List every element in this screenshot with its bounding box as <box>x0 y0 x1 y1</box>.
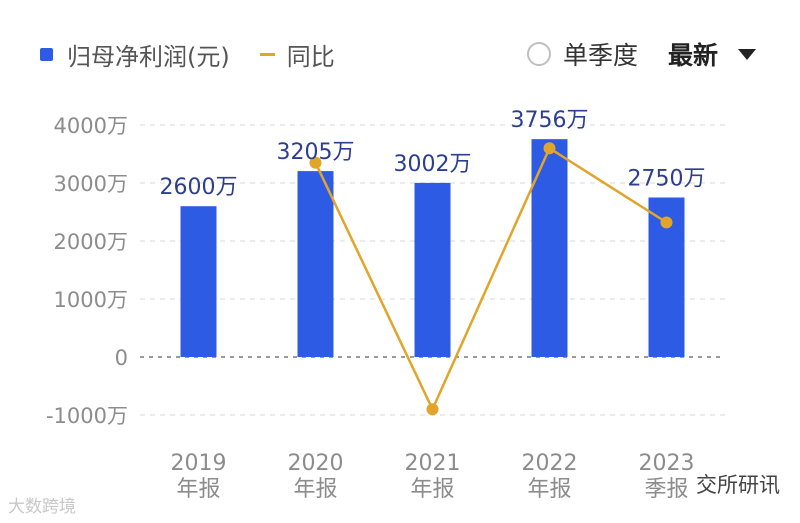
chart-controls: 单季度 最新 <box>526 34 756 74</box>
x-tick-label: 年报 <box>410 477 454 502</box>
yoy-point <box>660 216 673 229</box>
x-tick-label: 季报 <box>644 477 688 502</box>
y-tick-label: -1000万 <box>46 404 128 428</box>
y-tick-label: 4000万 <box>54 114 128 138</box>
yoy-point <box>543 142 556 155</box>
x-tick-label: 2020 <box>288 451 344 476</box>
yoy-line <box>314 146 668 413</box>
y-tick-label: 0 <box>115 346 128 370</box>
bar-value-label: 3756万 <box>511 108 589 133</box>
quarter-radio-icon[interactable] <box>526 42 551 66</box>
bar-value-label: 2600万 <box>160 175 238 200</box>
bar-value-label: 2750万 <box>628 167 706 192</box>
quarter-label[interactable]: 单季度 <box>562 41 638 70</box>
yoy-point <box>309 156 322 169</box>
chart-legend: 归母净利润(元) 同比 <box>40 34 335 74</box>
x-tick-label: 2022 <box>522 451 578 476</box>
dropdown-caret-icon[interactable] <box>738 48 756 60</box>
y-tick-label: 1000万 <box>54 288 128 312</box>
line-legend-label: 同比 <box>286 42 335 71</box>
watermark-left: 大数跨境 <box>8 497 76 517</box>
bar <box>297 171 334 357</box>
y-tick-label: 2000万 <box>54 230 128 254</box>
x-tick-label: 2023 <box>639 451 695 476</box>
line-legend-swatch <box>259 52 275 56</box>
bar-value-label: 3205万 <box>277 140 355 165</box>
bar <box>180 206 217 357</box>
y-tick-label: 3000万 <box>54 172 128 196</box>
x-tick-label: 年报 <box>176 477 220 502</box>
x-tick-label: 年报 <box>527 477 571 502</box>
x-tick-label: 2019 <box>171 451 227 476</box>
yoy-point <box>426 403 439 416</box>
bar-legend-label: 归母净利润(元) <box>67 42 230 71</box>
bar-value-label: 3002万 <box>394 152 472 177</box>
bar-legend-swatch <box>40 47 53 61</box>
bar <box>414 182 451 357</box>
bar <box>531 139 568 357</box>
x-tick-label: 年报 <box>293 477 337 502</box>
latest-dropdown-label[interactable]: 最新 <box>667 41 718 70</box>
x-tick-label: 2021 <box>405 451 461 476</box>
watermark-right: 交所研讯 <box>696 473 780 497</box>
